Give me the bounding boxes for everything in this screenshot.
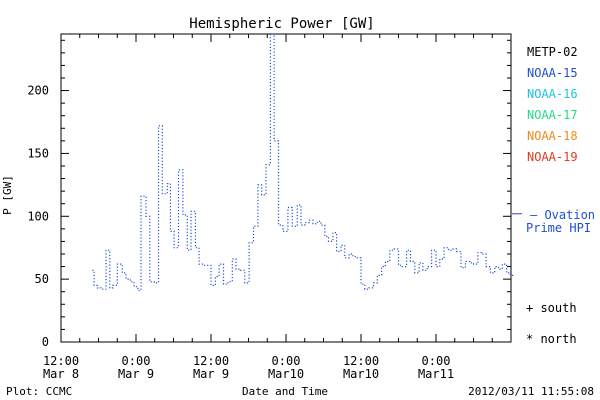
x-tick-label: 12:00 — [193, 354, 229, 368]
x-tick-date-label: Mar 9 — [193, 367, 229, 381]
plot-frame — [60, 33, 512, 343]
x-tick-date-label: Mar11 — [418, 367, 454, 381]
x-tick-label: 0:00 — [272, 354, 301, 368]
x-tick-label: 12:00 — [43, 354, 79, 368]
x-tick-label: 0:00 — [122, 354, 151, 368]
legend-entry: NOAA-17 — [527, 108, 578, 122]
x-tick-date-label: Mar 8 — [43, 367, 79, 381]
footer-timestamp: 2012/03/11 11:55:08 — [468, 385, 594, 398]
x-axis-label: Date and Time — [242, 385, 328, 398]
series-group — [92, 33, 522, 292]
chart-title: Hemispheric Power [GW] — [189, 16, 374, 32]
x-tick-date-label: Mar10 — [268, 367, 304, 381]
legend-north: * north — [526, 332, 577, 346]
legend-entry: NOAA-16 — [527, 87, 578, 101]
y-tick-label: 0 — [42, 335, 49, 349]
y-tick-label: 50 — [35, 272, 49, 286]
legend-entry: NOAA-18 — [527, 129, 578, 143]
legend-entry: METP-02 — [527, 45, 578, 59]
legend: METP-02 NOAA-15 NOAA-16 NOAA-17 NOAA-18 NOAA-… — [527, 45, 578, 164]
footer-plot-credit: Plot: CCMC — [6, 385, 72, 398]
x-tick-date-label: Mar 9 — [118, 367, 154, 381]
y-tick-label: 200 — [27, 84, 49, 98]
y-tick-label: 100 — [27, 209, 49, 223]
legend-south: + south — [526, 301, 577, 315]
y-tick-label: 150 — [27, 146, 49, 160]
x-tick-label: 0:00 — [422, 354, 451, 368]
legend-entry: NOAA-19 — [527, 150, 578, 164]
x-tick-label: 12:00 — [343, 354, 379, 368]
y-axis-label: P [GW] — [1, 175, 14, 215]
ovation-label: – Ovation — [530, 208, 595, 222]
series-line-ovation — [92, 33, 514, 292]
x-tick-date-label: Mar10 — [343, 367, 379, 381]
ovation-label-line2: Prime HPI — [526, 221, 591, 235]
legend-entry: NOAA-15 — [527, 66, 578, 80]
